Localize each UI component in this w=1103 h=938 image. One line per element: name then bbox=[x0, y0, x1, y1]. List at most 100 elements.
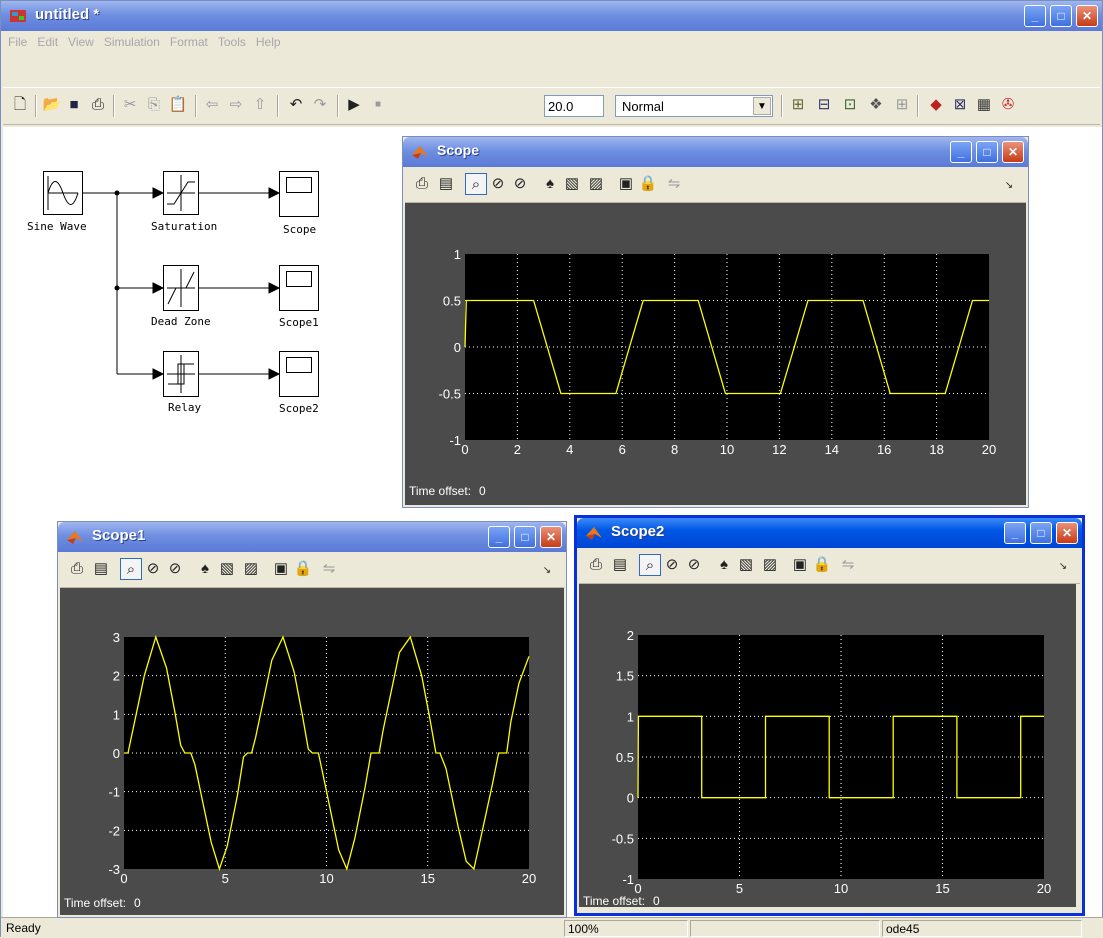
stop-icon[interactable]: ■ bbox=[374, 99, 382, 110]
close-button[interactable]: ✕ bbox=[1056, 522, 1078, 544]
menu-tools[interactable]: Tools bbox=[217, 35, 246, 49]
restore-axes-icon[interactable]: ▨ bbox=[588, 175, 604, 192]
lock-icon[interactable]: 🔒 bbox=[638, 175, 658, 192]
float-icon[interactable]: ▣ bbox=[792, 556, 808, 573]
scope-title-bar[interactable]: Scope _ □ ✕ bbox=[403, 137, 1028, 167]
model-explorer-icon[interactable]: ⊞ bbox=[791, 96, 805, 113]
print-icon[interactable]: ⎙ bbox=[589, 556, 602, 573]
params-icon[interactable]: ▤ bbox=[93, 560, 109, 577]
autoscale-icon[interactable]: ♠ bbox=[720, 556, 728, 573]
model-advisor-icon[interactable]: ▦ bbox=[976, 96, 992, 113]
print-icon[interactable]: ⎙ bbox=[415, 175, 428, 192]
zoom-x-icon[interactable]: ⊘ bbox=[146, 560, 160, 577]
params-icon[interactable]: ▤ bbox=[612, 556, 628, 573]
menu-edit[interactable]: Edit bbox=[37, 35, 59, 49]
scope-title-bar[interactable]: Scope1 _ □ ✕ bbox=[58, 522, 566, 552]
close-button[interactable]: ✕ bbox=[540, 526, 562, 548]
zoom-y-icon[interactable]: ⊘ bbox=[168, 560, 182, 577]
y-tick-label: -0.5 bbox=[612, 831, 634, 846]
dock-arrow-icon[interactable]: ↘ bbox=[542, 565, 552, 576]
chevron-down-icon[interactable]: ▼ bbox=[753, 97, 771, 115]
minimize-button[interactable]: _ bbox=[488, 526, 510, 548]
params-icon[interactable]: ▤ bbox=[438, 175, 454, 192]
lock-icon[interactable]: 🔒 bbox=[812, 556, 832, 573]
x-tick-label: 10 bbox=[720, 442, 734, 457]
saturation-block[interactable] bbox=[163, 171, 199, 215]
stop-time-input[interactable] bbox=[544, 95, 604, 117]
help-icon[interactable]: ✇ bbox=[1001, 96, 1015, 113]
menu-file[interactable]: File bbox=[8, 35, 28, 49]
print-icon[interactable]: ⎙ bbox=[70, 560, 83, 577]
maximize-button[interactable]: □ bbox=[1030, 522, 1052, 544]
autoscale-icon[interactable]: ♠ bbox=[546, 175, 554, 192]
main-title-bar[interactable]: untitled * _ □ ✕ bbox=[1, 1, 1102, 31]
menu-simulation[interactable]: Simulation bbox=[103, 35, 160, 49]
scope-plot[interactable]: 0 5 10 15 20 2 1.5 1 0.5 0 -0.5 -1 bbox=[579, 584, 1076, 905]
signal-select-icon[interactable]: ⇋ bbox=[667, 175, 681, 192]
zoom-y-icon[interactable]: ⊘ bbox=[687, 556, 701, 573]
dead-zone-block[interactable] bbox=[163, 265, 199, 311]
copy-icon[interactable]: ⎘ bbox=[147, 96, 160, 113]
save-axes-icon[interactable]: ▧ bbox=[564, 175, 580, 192]
close-button[interactable]: ✕ bbox=[1002, 141, 1024, 163]
up-icon[interactable]: ⇧ bbox=[253, 96, 267, 113]
lock-icon[interactable]: 🔒 bbox=[293, 560, 313, 577]
play-icon[interactable]: ▶ bbox=[348, 96, 360, 113]
scope-block[interactable] bbox=[279, 171, 319, 217]
forward-icon[interactable]: ⇨ bbox=[229, 96, 243, 113]
zoom-icon[interactable]: ⌕ bbox=[465, 173, 487, 195]
library-icon[interactable]: ⊟ bbox=[817, 96, 831, 113]
restore-axes-icon[interactable]: ▨ bbox=[243, 560, 259, 577]
signal-trace bbox=[124, 634, 530, 872]
separator bbox=[917, 95, 919, 117]
zoom-y-icon[interactable]: ⊘ bbox=[513, 175, 527, 192]
simulink-library-icon[interactable]: ◆ bbox=[930, 96, 942, 113]
build-icon[interactable]: ❖ bbox=[869, 96, 883, 113]
scope-plot[interactable]: 0 2 4 6 8 10 12 14 16 18 20 1 0.5 0 -0.5 -1 bbox=[405, 203, 1022, 499]
zoom-x-icon[interactable]: ⊘ bbox=[491, 175, 505, 192]
browser-icon[interactable]: ⊠ bbox=[953, 96, 967, 113]
sine-wave-block[interactable] bbox=[43, 171, 83, 215]
scope-title-bar[interactable]: Scope2 _ □ ✕ bbox=[577, 518, 1082, 548]
menu-help[interactable]: Help bbox=[255, 35, 281, 49]
print-icon[interactable]: ⎙ bbox=[91, 96, 104, 113]
menu-view[interactable]: View bbox=[68, 35, 94, 49]
signal-select-icon[interactable]: ⇋ bbox=[322, 560, 336, 577]
float-icon[interactable]: ▣ bbox=[273, 560, 289, 577]
save-axes-icon[interactable]: ▧ bbox=[219, 560, 235, 577]
minimize-button[interactable]: _ bbox=[1004, 522, 1026, 544]
dock-arrow-icon[interactable]: ↘ bbox=[1004, 180, 1014, 191]
grid-icon[interactable]: ⊞ bbox=[895, 96, 909, 113]
maximize-button[interactable]: □ bbox=[976, 141, 998, 163]
undo-icon[interactable]: ↶ bbox=[289, 96, 303, 113]
minimize-button[interactable]: _ bbox=[950, 141, 972, 163]
zoom-x-icon[interactable]: ⊘ bbox=[665, 556, 679, 573]
back-icon[interactable]: ⇦ bbox=[205, 96, 219, 113]
cut-icon[interactable]: ✂ bbox=[123, 96, 137, 113]
close-button[interactable]: ✕ bbox=[1076, 5, 1098, 27]
open-icon[interactable]: 📂 bbox=[42, 96, 62, 113]
scope1-block[interactable] bbox=[279, 265, 319, 311]
minimize-button[interactable]: _ bbox=[1024, 5, 1046, 27]
paste-icon[interactable]: 📋 bbox=[168, 96, 188, 113]
maximize-button[interactable]: □ bbox=[514, 526, 536, 548]
save-axes-icon[interactable]: ▧ bbox=[738, 556, 754, 573]
signal-select-icon[interactable]: ⇋ bbox=[841, 556, 855, 573]
new-icon[interactable]: 🗋 bbox=[13, 96, 27, 113]
zoom-icon[interactable]: ⌕ bbox=[639, 554, 661, 576]
sim-mode-select[interactable]: Normal ▼ bbox=[615, 95, 773, 117]
redo-icon[interactable]: ↷ bbox=[313, 96, 327, 113]
debug-icon[interactable]: ⊡ bbox=[843, 96, 857, 113]
scope2-block[interactable] bbox=[279, 351, 319, 397]
save-icon[interactable]: ■ bbox=[69, 96, 79, 113]
dock-arrow-icon[interactable]: ↘ bbox=[1058, 561, 1068, 572]
relay-block[interactable] bbox=[163, 351, 199, 397]
float-icon[interactable]: ▣ bbox=[618, 175, 634, 192]
menu-format[interactable]: Format bbox=[169, 35, 208, 49]
zoom-icon[interactable]: ⌕ bbox=[120, 558, 142, 580]
maximize-button[interactable]: □ bbox=[1050, 5, 1072, 27]
x-tick-label: 12 bbox=[772, 442, 786, 457]
autoscale-icon[interactable]: ♠ bbox=[201, 560, 209, 577]
restore-axes-icon[interactable]: ▨ bbox=[762, 556, 778, 573]
